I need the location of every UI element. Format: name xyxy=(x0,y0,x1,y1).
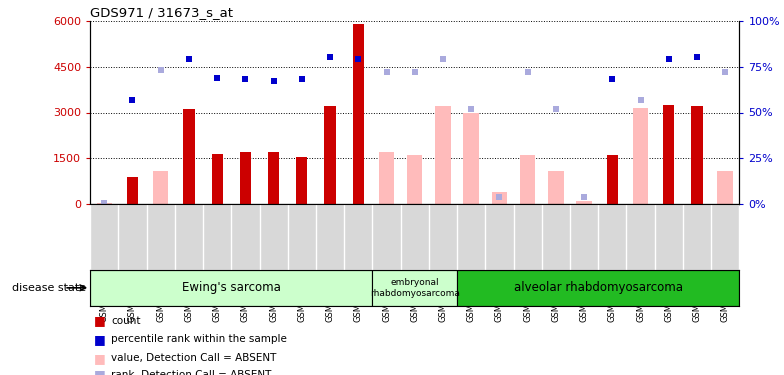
Bar xyxy=(607,155,618,204)
Text: ■: ■ xyxy=(94,314,106,327)
Bar xyxy=(463,112,479,204)
Bar xyxy=(492,192,507,204)
Bar xyxy=(520,155,535,204)
Text: value, Detection Call = ABSENT: value, Detection Call = ABSENT xyxy=(111,353,277,363)
Bar xyxy=(548,171,564,204)
Text: disease state: disease state xyxy=(12,283,86,293)
Bar xyxy=(212,154,223,204)
Text: alveolar rhabdomyosarcoma: alveolar rhabdomyosarcoma xyxy=(514,281,683,294)
Bar xyxy=(96,203,112,204)
Bar xyxy=(296,157,307,204)
Text: GDS971 / 31673_s_at: GDS971 / 31673_s_at xyxy=(90,6,233,20)
Text: embryonal
rhabdomyosarcoma: embryonal rhabdomyosarcoma xyxy=(370,278,459,297)
Bar xyxy=(372,270,457,306)
Bar xyxy=(663,105,674,204)
Bar xyxy=(325,106,336,204)
Bar xyxy=(240,152,251,204)
Text: count: count xyxy=(111,316,141,326)
Bar xyxy=(407,155,423,204)
Bar xyxy=(691,106,702,204)
Bar xyxy=(457,270,739,306)
Text: ■: ■ xyxy=(94,369,106,375)
Bar xyxy=(268,152,279,204)
Bar xyxy=(153,171,169,204)
Bar xyxy=(633,108,648,204)
Bar xyxy=(353,24,364,204)
Text: ■: ■ xyxy=(94,333,106,346)
Bar xyxy=(379,152,394,204)
Text: Ewing's sarcoma: Ewing's sarcoma xyxy=(182,281,281,294)
Bar xyxy=(183,110,194,204)
Bar xyxy=(576,201,592,204)
Text: percentile rank within the sample: percentile rank within the sample xyxy=(111,334,287,344)
Bar xyxy=(127,177,138,204)
Text: rank, Detection Call = ABSENT: rank, Detection Call = ABSENT xyxy=(111,370,272,375)
Bar xyxy=(717,171,733,204)
Bar xyxy=(435,106,451,204)
Bar xyxy=(90,270,372,306)
Text: ■: ■ xyxy=(94,352,106,364)
